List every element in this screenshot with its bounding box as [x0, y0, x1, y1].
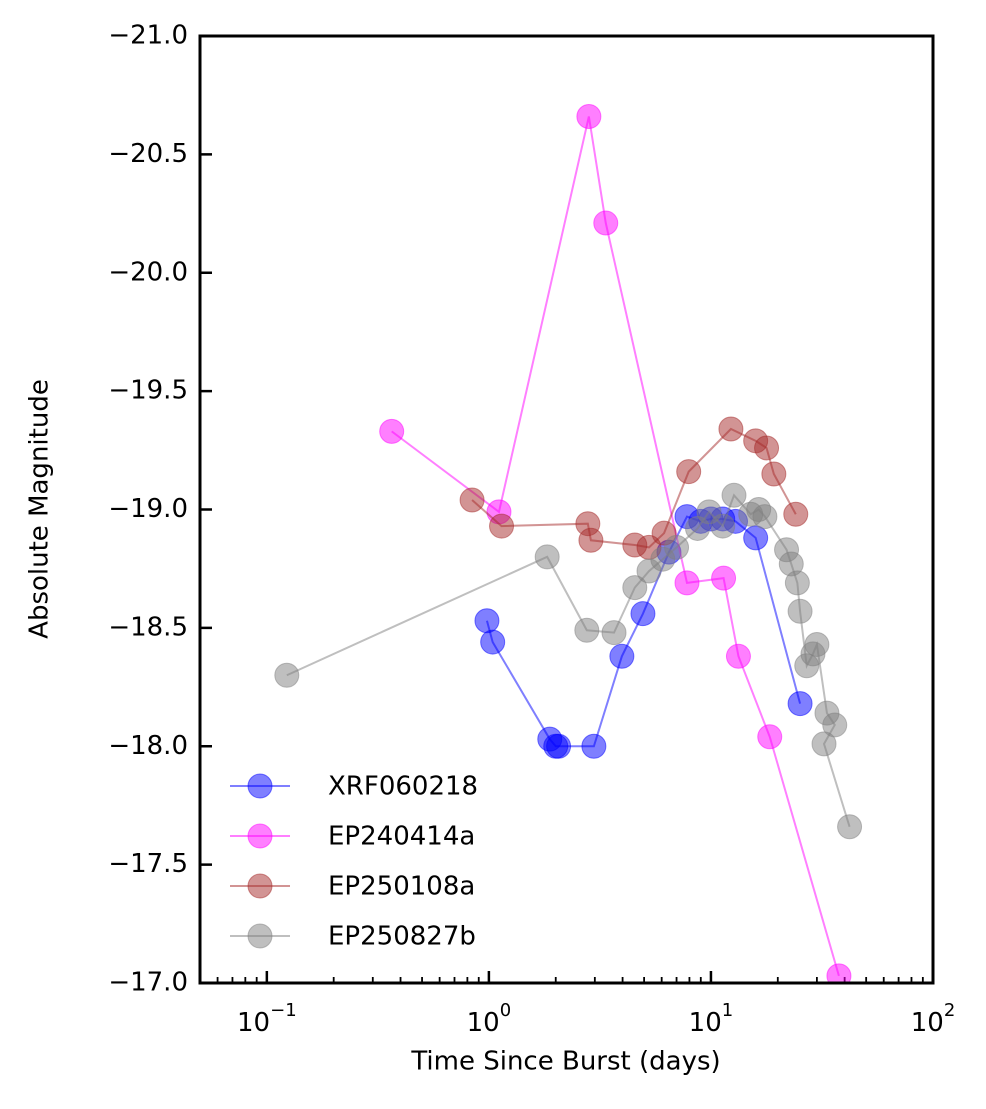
x-tick-base: 10 — [689, 1008, 722, 1038]
data-point — [630, 601, 656, 627]
data-point — [721, 482, 747, 508]
x-axis-label: Time Since Burst (days) — [410, 1047, 720, 1077]
data-point — [822, 712, 848, 738]
data-point — [664, 534, 690, 560]
legend-label: XRF060218 — [328, 772, 478, 802]
data-point — [676, 459, 702, 485]
data-point — [787, 691, 813, 717]
data-point — [601, 620, 627, 646]
data-point — [379, 418, 405, 444]
y-axis-label: Absolute Magnitude — [25, 379, 55, 639]
data-point — [826, 963, 852, 983]
x-tick-base: 10 — [467, 1008, 500, 1038]
y-tick-label: −20.5 — [108, 139, 188, 169]
data-point — [837, 814, 863, 840]
data-point — [725, 643, 751, 669]
data-point — [622, 575, 648, 601]
legend-marker — [247, 923, 273, 949]
data-point — [534, 544, 560, 570]
x-tick-base: 10 — [911, 1008, 944, 1038]
y-tick-label: −17.5 — [108, 849, 188, 879]
legend-label: EP250827b — [328, 922, 476, 952]
x-tick-label: 100 — [467, 1000, 512, 1038]
data-point — [804, 631, 830, 657]
y-tick-label: −18.5 — [108, 612, 188, 642]
x-tick-label: 102 — [911, 1000, 956, 1038]
x-tick-exponent: 2 — [944, 1000, 955, 1021]
legend-label: EP250108a — [328, 872, 475, 902]
data-point — [710, 513, 736, 539]
plot-area — [274, 103, 863, 983]
x-tick-label: 101 — [689, 1000, 734, 1038]
y-tick-label: −21.0 — [108, 21, 188, 51]
data-point — [609, 643, 635, 669]
data-point — [480, 629, 506, 655]
data-point — [757, 724, 783, 750]
data-point — [761, 461, 787, 487]
data-point — [787, 598, 813, 624]
data-point — [783, 501, 809, 527]
legend-marker — [247, 823, 273, 849]
legend-marker — [247, 773, 273, 799]
data-point — [474, 608, 500, 634]
x-tick-exponent: 1 — [722, 1000, 733, 1021]
data-point — [578, 527, 604, 553]
x-tick-exponent: 0 — [500, 1000, 511, 1021]
data-point — [274, 662, 300, 688]
data-point — [718, 416, 744, 442]
data-point — [711, 565, 737, 591]
data-point — [754, 435, 780, 461]
legend-marker — [247, 873, 273, 899]
x-tick-exponent: −1 — [270, 1000, 297, 1021]
data-point — [546, 733, 572, 759]
y-tick-label: −20.0 — [108, 257, 188, 287]
data-point — [459, 487, 485, 513]
y-tick-label: −17.0 — [108, 968, 188, 998]
data-point — [574, 617, 600, 643]
data-point — [581, 733, 607, 759]
y-tick-label: −19.0 — [108, 494, 188, 524]
x-tick-label: 10−1 — [237, 1000, 297, 1038]
legend-label: EP240414a — [328, 822, 475, 852]
data-point — [674, 570, 700, 596]
data-point — [743, 525, 769, 551]
data-point — [784, 570, 810, 596]
x-tick-base: 10 — [237, 1008, 270, 1038]
data-point — [593, 210, 619, 236]
y-tick-label: −19.5 — [108, 376, 188, 406]
y-tick-label: −18.0 — [108, 731, 188, 761]
data-point — [489, 513, 515, 539]
data-point — [811, 731, 837, 757]
data-point — [576, 103, 602, 129]
plot-frame — [198, 34, 935, 985]
data-point — [752, 504, 778, 530]
